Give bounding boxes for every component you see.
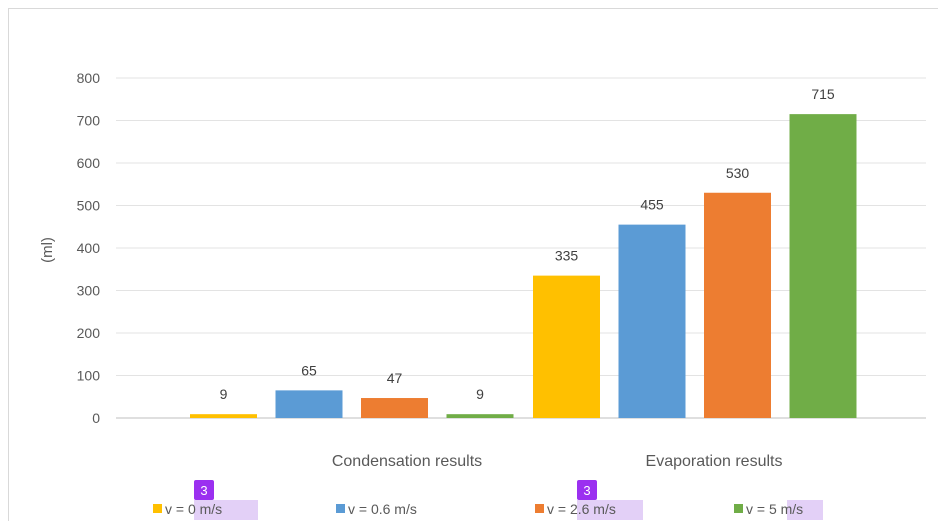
bar xyxy=(190,414,257,418)
highlight xyxy=(577,500,643,520)
y-tick-label: 500 xyxy=(77,198,101,214)
y-tick-label: 700 xyxy=(77,113,101,129)
y-tick-label: 600 xyxy=(77,155,101,171)
annotation-badge xyxy=(577,480,597,500)
legend-swatch xyxy=(336,504,345,513)
y-axis-label: (ml) xyxy=(39,237,56,263)
annotation-badge-text: 3 xyxy=(583,483,590,498)
data-label: 530 xyxy=(726,165,750,181)
data-label: 335 xyxy=(555,248,579,264)
legend-label: v = 0.6 m/s xyxy=(348,501,417,517)
bar xyxy=(533,275,600,418)
highlight xyxy=(787,500,823,520)
bar xyxy=(704,192,771,418)
bar xyxy=(446,414,514,418)
y-tick-label: 400 xyxy=(77,240,101,256)
highlight xyxy=(194,500,258,520)
data-label: 65 xyxy=(301,362,317,378)
chart-frame xyxy=(8,8,938,521)
y-tick-label: 800 xyxy=(77,70,101,86)
annotation-badge xyxy=(194,480,214,500)
y-tick-label: 100 xyxy=(77,368,101,384)
bar xyxy=(789,114,857,418)
annotation-badge-text: 3 xyxy=(200,483,207,498)
y-tick-label: 0 xyxy=(92,410,100,426)
legend-label: v = 2.6 m/s xyxy=(547,501,616,517)
data-label: 715 xyxy=(811,86,835,102)
legend-swatch xyxy=(153,504,162,513)
data-label: 9 xyxy=(220,386,228,402)
legend-swatch xyxy=(734,504,743,513)
data-label: 9 xyxy=(476,386,484,402)
legend-label: v = 5 m/s xyxy=(746,501,803,517)
bar xyxy=(275,390,343,418)
legend-swatch xyxy=(535,504,544,513)
category-label: Condensation results xyxy=(332,453,482,470)
y-tick-label: 300 xyxy=(77,283,101,299)
bar xyxy=(618,224,686,418)
bar xyxy=(361,398,428,418)
category-label: Evaporation results xyxy=(646,453,783,470)
y-tick-label: 200 xyxy=(77,325,101,341)
data-label: 455 xyxy=(640,197,664,213)
data-label: 47 xyxy=(387,370,403,386)
legend-label: v = 0 m/s xyxy=(165,501,222,517)
